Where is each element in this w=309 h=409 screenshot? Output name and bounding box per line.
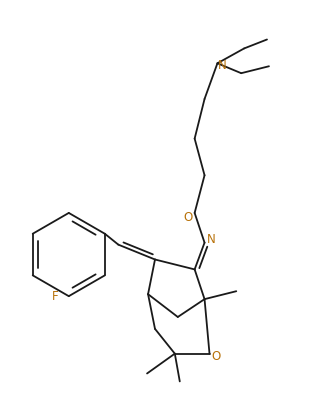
Text: O: O [183,211,192,225]
Text: N: N [218,59,227,72]
Text: F: F [52,290,58,303]
Text: N: N [207,233,216,246]
Text: O: O [212,350,221,363]
